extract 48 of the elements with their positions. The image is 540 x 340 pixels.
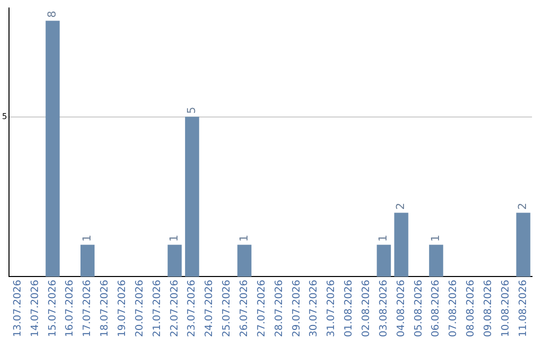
bar [429, 244, 444, 277]
x-tick-label: 19.07.2026 [116, 280, 128, 338]
x-tick-label: 13.07.2026 [12, 280, 24, 338]
x-tick-label: 10.08.2026 [500, 280, 512, 338]
x-tick-label: 03.08.2026 [378, 280, 390, 338]
x-tick-label: 07.08.2026 [448, 280, 460, 338]
data-label: 8 [46, 10, 59, 18]
x-tick-label: 14.07.2026 [30, 280, 41, 338]
bar [516, 212, 530, 277]
x-tick-label: 25.07.2026 [222, 280, 233, 338]
data-label: 2 [394, 202, 408, 210]
x-tick-label: 06.08.2026 [430, 280, 442, 338]
x-tick-label: 27.07.2026 [256, 280, 268, 338]
data-label: 1 [376, 234, 390, 242]
bar [237, 244, 252, 277]
data-label: 1 [428, 234, 442, 242]
data-label: 1 [237, 234, 250, 242]
data-label: 1 [168, 234, 181, 242]
x-tick-label: 29.07.2026 [291, 280, 302, 338]
x-tick-label: 08.08.2026 [466, 280, 477, 338]
data-label: 2 [516, 202, 530, 210]
x-tick-label: 21.07.2026 [152, 280, 163, 338]
x-tick-label: 28.07.2026 [274, 280, 285, 338]
x-tick-label: 09.08.2026 [483, 280, 494, 338]
x-tick-label: 23.07.2026 [186, 280, 198, 338]
bar [376, 244, 391, 277]
x-tick-label: 31.07.2026 [326, 280, 338, 338]
data-label: 1 [80, 234, 94, 242]
bar [46, 20, 60, 277]
x-tick-label: 17.07.2026 [82, 280, 94, 338]
x-tick-label: 20.07.2026 [134, 280, 146, 338]
x-tick-label: 16.07.2026 [64, 280, 76, 338]
bar [394, 212, 408, 277]
x-tick-label: 02.08.2026 [361, 280, 372, 338]
x-tick-label: 11.08.2026 [518, 280, 529, 338]
x-tick-label: 26.07.2026 [238, 280, 250, 338]
x-tick-label: 18.07.2026 [100, 280, 111, 338]
bar [185, 116, 200, 277]
bar [168, 244, 182, 277]
x-tick-label: 01.08.2026 [344, 280, 355, 338]
x-tick-label: 15.07.2026 [47, 280, 58, 338]
bar [80, 244, 95, 277]
x-tick-label: 24.07.2026 [204, 280, 216, 338]
x-tick-label: 04.08.2026 [396, 280, 407, 338]
x-tick-label: 05.08.2026 [413, 280, 424, 338]
data-label: 5 [184, 106, 198, 114]
x-tick-label: 30.07.2026 [308, 280, 320, 338]
x-tick-label: 22.07.2026 [169, 280, 180, 338]
